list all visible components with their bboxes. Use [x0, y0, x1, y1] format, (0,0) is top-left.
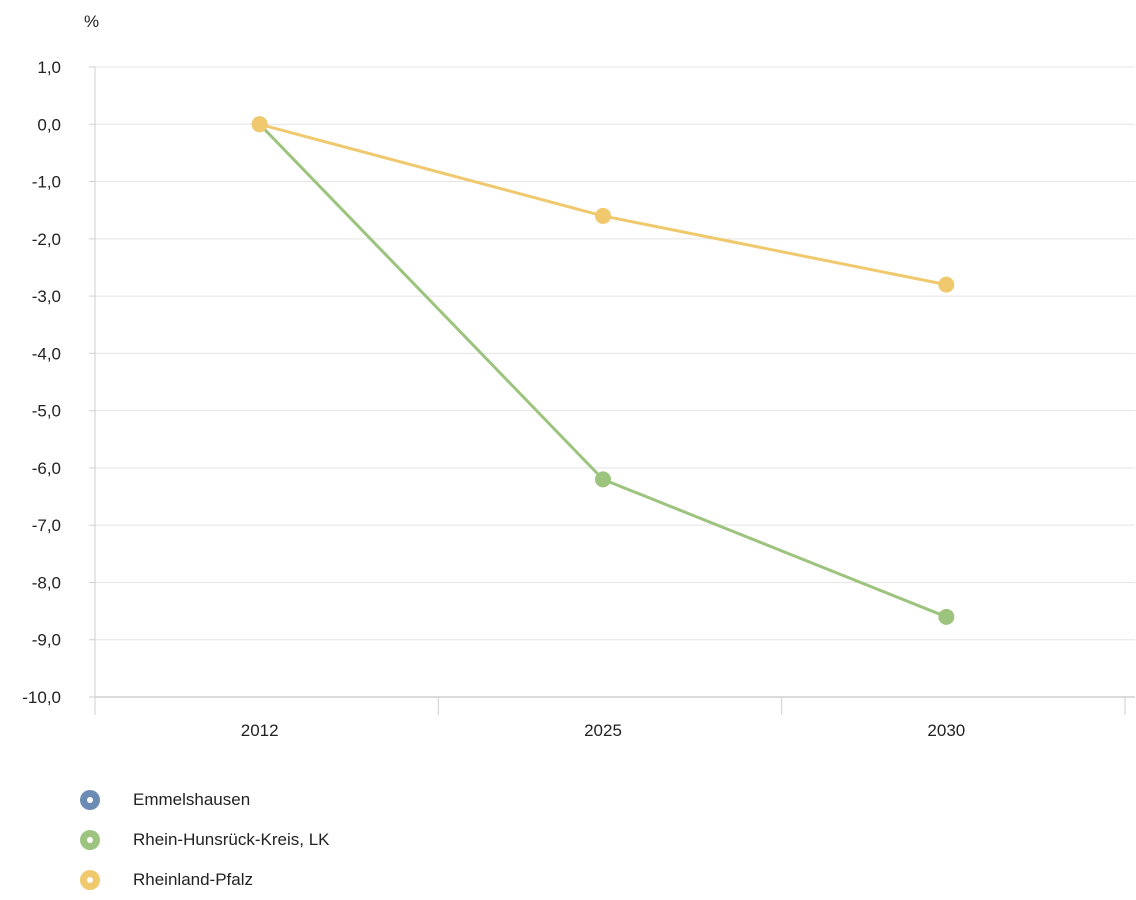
legend-label: Rhein-Hunsrück-Kreis, LK [133, 830, 330, 849]
y-tick-label: -9,0 [32, 631, 61, 650]
x-tick-label: 2025 [584, 721, 622, 740]
legend: Emmelshausen Rhein-Hunsrück-Kreis, LK Rhei… [80, 780, 330, 900]
x-tick-label: 2030 [927, 721, 965, 740]
legend-item[interactable]: Rheinland-Pfalz [80, 860, 330, 900]
data-point [938, 608, 955, 625]
y-tick-label: -1,0 [32, 173, 61, 192]
legend-marker-icon [80, 870, 100, 890]
line-chart: % 1,0 0,0 -1,0 -2,0 -3,0 -4,0 -5,0 -6,0 -7,0 -8,0 -… [22, 12, 1135, 740]
data-point [595, 471, 611, 488]
x-tick-label: 2012 [241, 721, 279, 740]
legend-marker-icon [80, 790, 100, 810]
legend-item[interactable]: Emmelshausen [80, 780, 330, 820]
y-tick-label: -3,0 [32, 287, 61, 306]
legend-marker-icon [80, 830, 100, 850]
data-point [938, 276, 955, 293]
data-point [251, 116, 268, 133]
y-tick-label: -5,0 [32, 402, 61, 421]
y-tick-label: -7,0 [32, 516, 61, 535]
y-tick-label: 0,0 [37, 115, 61, 134]
legend-label: Emmelshausen [133, 790, 251, 809]
chart-area: % 1,0 0,0 -1,0 -2,0 -3,0 -4,0 -5,0 -6,0 -7,0 -8,0 -… [22, 12, 1135, 740]
y-axis-unit-label: % [84, 12, 99, 31]
y-tick-label: 1,0 [37, 58, 61, 77]
y-tick-label: -8,0 [32, 573, 61, 592]
y-tick-label: -6,0 [32, 459, 61, 478]
y-tick-label: -2,0 [32, 230, 61, 249]
series-line [258, 123, 947, 619]
y-tick-label: -4,0 [32, 344, 61, 363]
legend-item[interactable]: Rhein-Hunsrück-Kreis, LK [80, 820, 330, 860]
series-line [259, 122, 947, 287]
data-point [595, 207, 611, 224]
legend-label: Rheinland-Pfalz [133, 870, 254, 889]
y-tick-label: -10,0 [22, 688, 61, 707]
